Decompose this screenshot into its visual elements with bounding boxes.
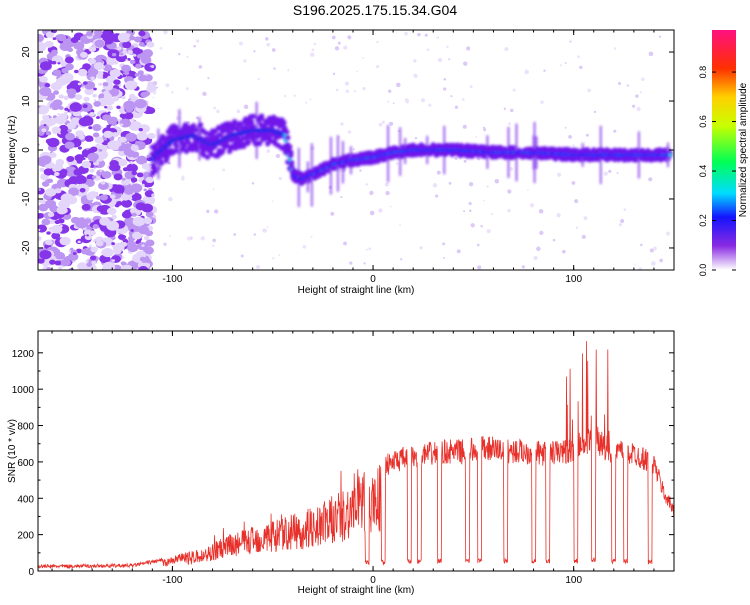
colorbar-label: Normalized spectral amplitude [738, 82, 749, 217]
colorbar-tick-label: 0.4 [698, 165, 708, 178]
x-tick-label: 0 [370, 575, 376, 586]
y-tick-label: 20 [21, 46, 32, 58]
y-tick-label: 1000 [12, 385, 35, 396]
y-tick-label: 0 [21, 147, 32, 153]
y-tick-label: 400 [17, 494, 34, 505]
colorbar: 0.0 0.2 0.4 0.6 0.8 Normalized spectral ampl… [698, 30, 749, 276]
spectrogram-xlabel: Height of straight line (km) [298, 285, 415, 296]
colorbar-scale [712, 30, 736, 270]
y-tick-label: 1200 [12, 349, 35, 360]
x-tick-label: -100 [162, 575, 182, 586]
x-tick-label: 100 [565, 274, 582, 285]
y-tick-label: 800 [17, 422, 34, 433]
spectrogram-ylabel: Frequency (Hz) [7, 116, 18, 185]
y-tick-label: 200 [17, 531, 34, 542]
colorbar-tick-label: 0.8 [698, 66, 708, 79]
y-tick-label: 0 [28, 567, 34, 578]
x-tick-label: 100 [565, 575, 582, 586]
snr-series-line [38, 341, 674, 570]
colorbar-tick-label: 0.2 [698, 214, 708, 227]
y-tick-label: -10 [21, 191, 32, 206]
snr-ylabel: SNR (10 * v/v) [7, 419, 18, 483]
spectrogram-heatmap [38, 30, 673, 270]
y-tick-label: 10 [21, 95, 32, 107]
y-tick-label: 600 [17, 458, 34, 469]
y-tick-label: -20 [21, 240, 32, 255]
chart-title: S196.2025.175.15.34.G04 [292, 2, 458, 18]
x-tick-label: 0 [370, 274, 376, 285]
colorbar-tick-label: 0.6 [698, 115, 708, 128]
colorbar-tick-label: 0.0 [698, 264, 708, 277]
colorbar-ticks: 0.0 0.2 0.4 0.6 0.8 [698, 66, 736, 276]
snr-xlabel: Height of straight line (km) [298, 585, 415, 596]
x-tick-label: -100 [162, 274, 182, 285]
